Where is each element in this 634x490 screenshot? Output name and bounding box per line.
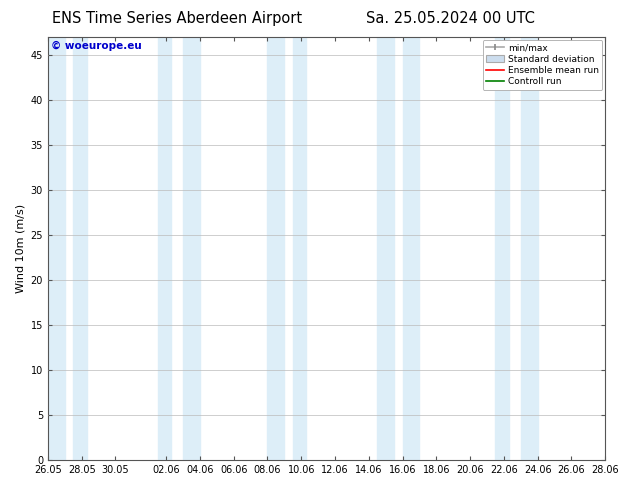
- Bar: [377, 37, 394, 460]
- Legend: min/max, Standard deviation, Ensemble mean run, Controll run: min/max, Standard deviation, Ensemble me…: [482, 40, 602, 90]
- Bar: [158, 37, 171, 460]
- Text: © woeurope.eu: © woeurope.eu: [51, 41, 141, 51]
- Text: Sa. 25.05.2024 00 UTC: Sa. 25.05.2024 00 UTC: [366, 11, 534, 26]
- Bar: [74, 37, 87, 460]
- Bar: [48, 37, 65, 460]
- Text: ENS Time Series Aberdeen Airport: ENS Time Series Aberdeen Airport: [53, 11, 302, 26]
- Bar: [293, 37, 306, 460]
- Bar: [183, 37, 200, 460]
- Y-axis label: Wind 10m (m/s): Wind 10m (m/s): [15, 204, 25, 293]
- Bar: [403, 37, 420, 460]
- Bar: [268, 37, 284, 460]
- Bar: [495, 37, 509, 460]
- Bar: [521, 37, 538, 460]
